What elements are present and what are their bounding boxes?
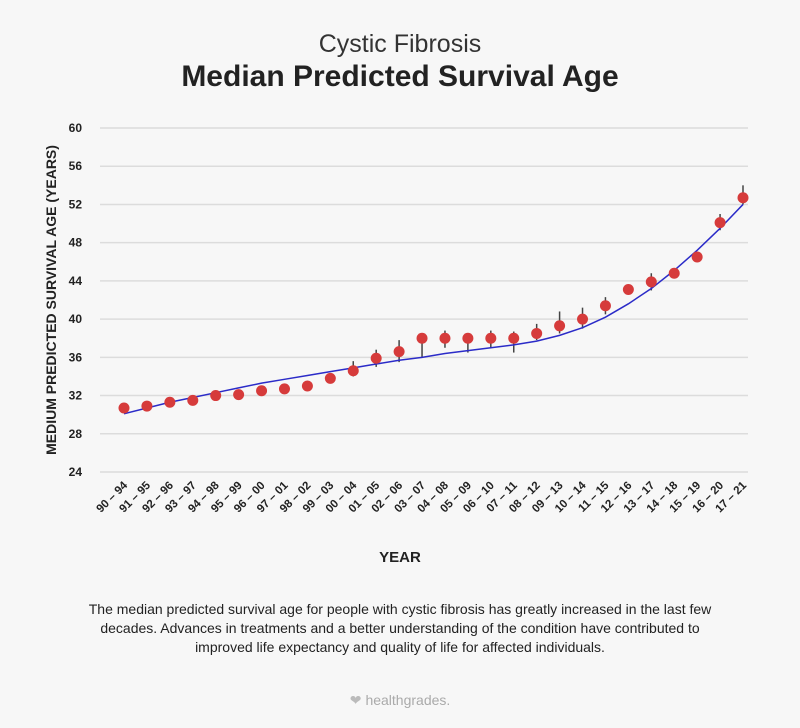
data-point [278, 383, 290, 395]
data-point [645, 276, 657, 288]
data-point [118, 402, 130, 414]
y-axis-label: MEDIUM PREDICTED SURVIVAL AGE (YEARS) [43, 145, 59, 455]
trend-line [123, 203, 744, 415]
data-point [462, 332, 474, 344]
data-point [577, 313, 589, 325]
data-point [370, 352, 382, 364]
y-tick-label: 32 [69, 389, 83, 403]
data-point [210, 390, 222, 402]
data-point [141, 400, 153, 412]
data-point [233, 389, 245, 401]
caption: The median predicted survival age for pe… [88, 601, 712, 655]
data-point [393, 346, 405, 358]
chart-title: Median Predicted Survival Age [181, 60, 619, 93]
heart-icon: ❤ [349, 692, 362, 708]
logo: ❤ healthgrades. [0, 692, 800, 709]
data-point [599, 300, 611, 312]
data-point [485, 332, 497, 344]
chart-supertitle: Cystic Fibrosis [318, 30, 482, 58]
data-point [187, 394, 199, 406]
data-point [531, 327, 543, 339]
y-tick-label: 28 [69, 427, 83, 441]
data-point [347, 365, 359, 377]
y-tick-label: 56 [69, 159, 83, 173]
y-tick-label: 44 [69, 274, 83, 288]
data-point [554, 320, 566, 332]
data-point [668, 267, 680, 279]
data-point [256, 385, 268, 397]
y-tick-label: 52 [69, 197, 83, 211]
y-tick-label: 48 [69, 236, 83, 250]
data-point [164, 396, 176, 408]
y-tick-label: 40 [69, 312, 83, 326]
data-point [301, 380, 313, 392]
data-point [508, 332, 520, 344]
data-point [324, 372, 336, 384]
data-point [439, 332, 451, 344]
logo-text: healthgrades. [365, 692, 451, 708]
y-tick-label: 36 [69, 350, 83, 364]
data-point [737, 192, 749, 204]
data-point [691, 251, 703, 263]
data-point [622, 283, 634, 295]
y-tick-label: 60 [69, 121, 83, 135]
data-point [416, 332, 428, 344]
data-point [714, 217, 726, 229]
y-tick-label: 24 [69, 465, 83, 479]
x-axis-label: YEAR [379, 549, 421, 566]
